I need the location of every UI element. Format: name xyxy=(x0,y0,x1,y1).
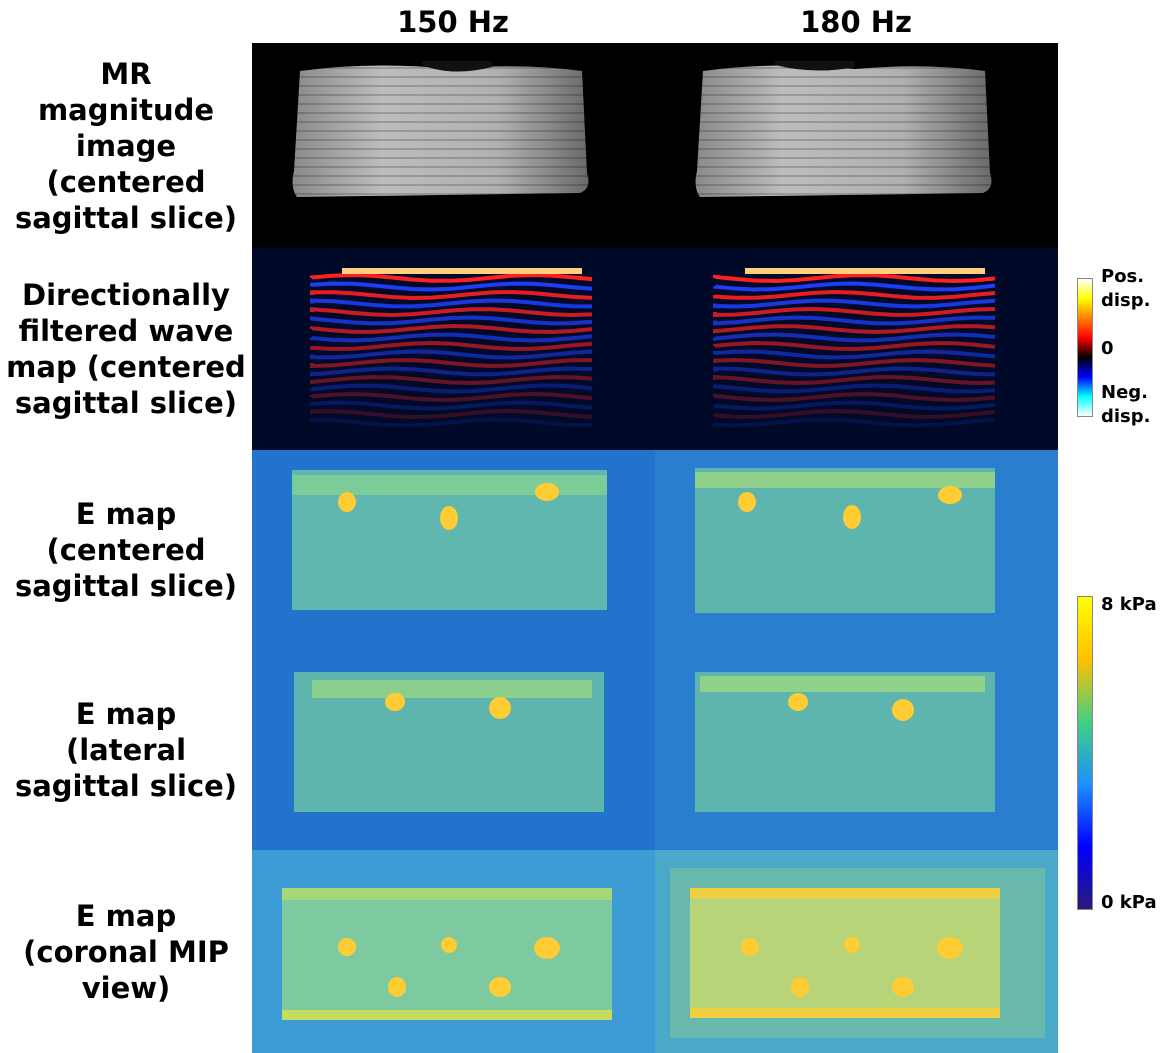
wave-colorbar-label-neg-1: Neg. xyxy=(1101,382,1148,403)
row-label-e-map-coronal: E map (coronal MIP view) xyxy=(23,898,229,1005)
row-label-wave-map: Directionally filtered wave map (centere… xyxy=(6,278,246,420)
wave-stripe xyxy=(713,315,996,326)
wave-stripe xyxy=(310,358,593,369)
wave-colorbar-label-pos-1: Pos. xyxy=(1101,266,1145,287)
wave-stripe xyxy=(713,417,996,428)
e-colorbar-min-label: 0 kPa xyxy=(1101,892,1157,913)
wave-stripe xyxy=(713,298,996,309)
wave-colorbar xyxy=(1077,278,1093,417)
wave-stripe xyxy=(713,374,996,386)
wave-stripe xyxy=(310,315,593,326)
e-map-centered-180hz xyxy=(655,450,1058,650)
wave-stripe xyxy=(713,400,996,411)
wave-stripe xyxy=(310,417,593,428)
e-map-lateral-180hz xyxy=(655,650,1058,850)
wave-stripe xyxy=(713,408,996,419)
wave-stripe xyxy=(310,366,593,377)
wave-stripe xyxy=(310,349,593,360)
e-colorbar-max-label: 8 kPa xyxy=(1101,594,1157,615)
wave-stripe xyxy=(310,272,593,283)
wave-stripe xyxy=(713,332,996,343)
wave-stripe xyxy=(310,400,593,411)
wave-stripe xyxy=(310,332,593,343)
wave-stripe xyxy=(310,298,593,309)
e-map-coronal-150hz xyxy=(252,850,655,1053)
wave-colorbar-label-neg-2: disp. xyxy=(1101,406,1151,427)
wave-map-150hz xyxy=(252,248,655,450)
wave-top-highlight xyxy=(342,268,582,274)
wave-stripe xyxy=(310,307,593,318)
magnitude-image-180hz xyxy=(655,43,1058,248)
wave-stripe xyxy=(310,340,593,351)
wave-stripe xyxy=(713,349,996,360)
wave-stripe xyxy=(713,289,996,300)
e-map-centered-150hz xyxy=(252,450,655,650)
wave-stripe xyxy=(310,408,593,420)
wave-colorbar-label-zero: 0 xyxy=(1101,338,1114,359)
wave-stripe xyxy=(713,281,996,292)
e-colorbar xyxy=(1077,596,1093,910)
wave-map-180hz xyxy=(655,248,1058,450)
column-header-180hz: 180 Hz xyxy=(800,5,912,39)
wave-stripe xyxy=(713,306,996,318)
wave-stripe xyxy=(713,340,996,352)
wave-stripe xyxy=(713,383,996,394)
wave-stripe xyxy=(713,357,996,368)
wave-colorbar-label-pos-2: disp. xyxy=(1101,290,1151,311)
magnitude-image-150hz xyxy=(252,43,655,248)
row-label-e-map-centered: E map (centered sagittal slice) xyxy=(14,497,238,603)
row-label-magnitude: MR magnitude image (centered sagittal sl… xyxy=(14,56,238,235)
wave-stripe xyxy=(310,323,593,335)
wave-stripe xyxy=(310,289,593,301)
e-map-coronal-180hz xyxy=(655,850,1058,1053)
wave-stripe xyxy=(310,391,593,402)
wave-stripe xyxy=(310,375,593,386)
row-label-e-map-lateral: E map (lateral sagittal slice) xyxy=(14,697,238,803)
wave-top-highlight xyxy=(745,268,985,274)
column-header-150hz: 150 Hz xyxy=(397,5,509,39)
wave-stripe xyxy=(713,366,996,377)
wave-stripe xyxy=(713,324,996,335)
wave-stripe xyxy=(713,273,996,284)
wave-stripe xyxy=(713,392,996,403)
e-map-lateral-150hz xyxy=(252,650,655,850)
wave-stripe xyxy=(310,383,593,394)
wave-stripe xyxy=(310,281,593,292)
